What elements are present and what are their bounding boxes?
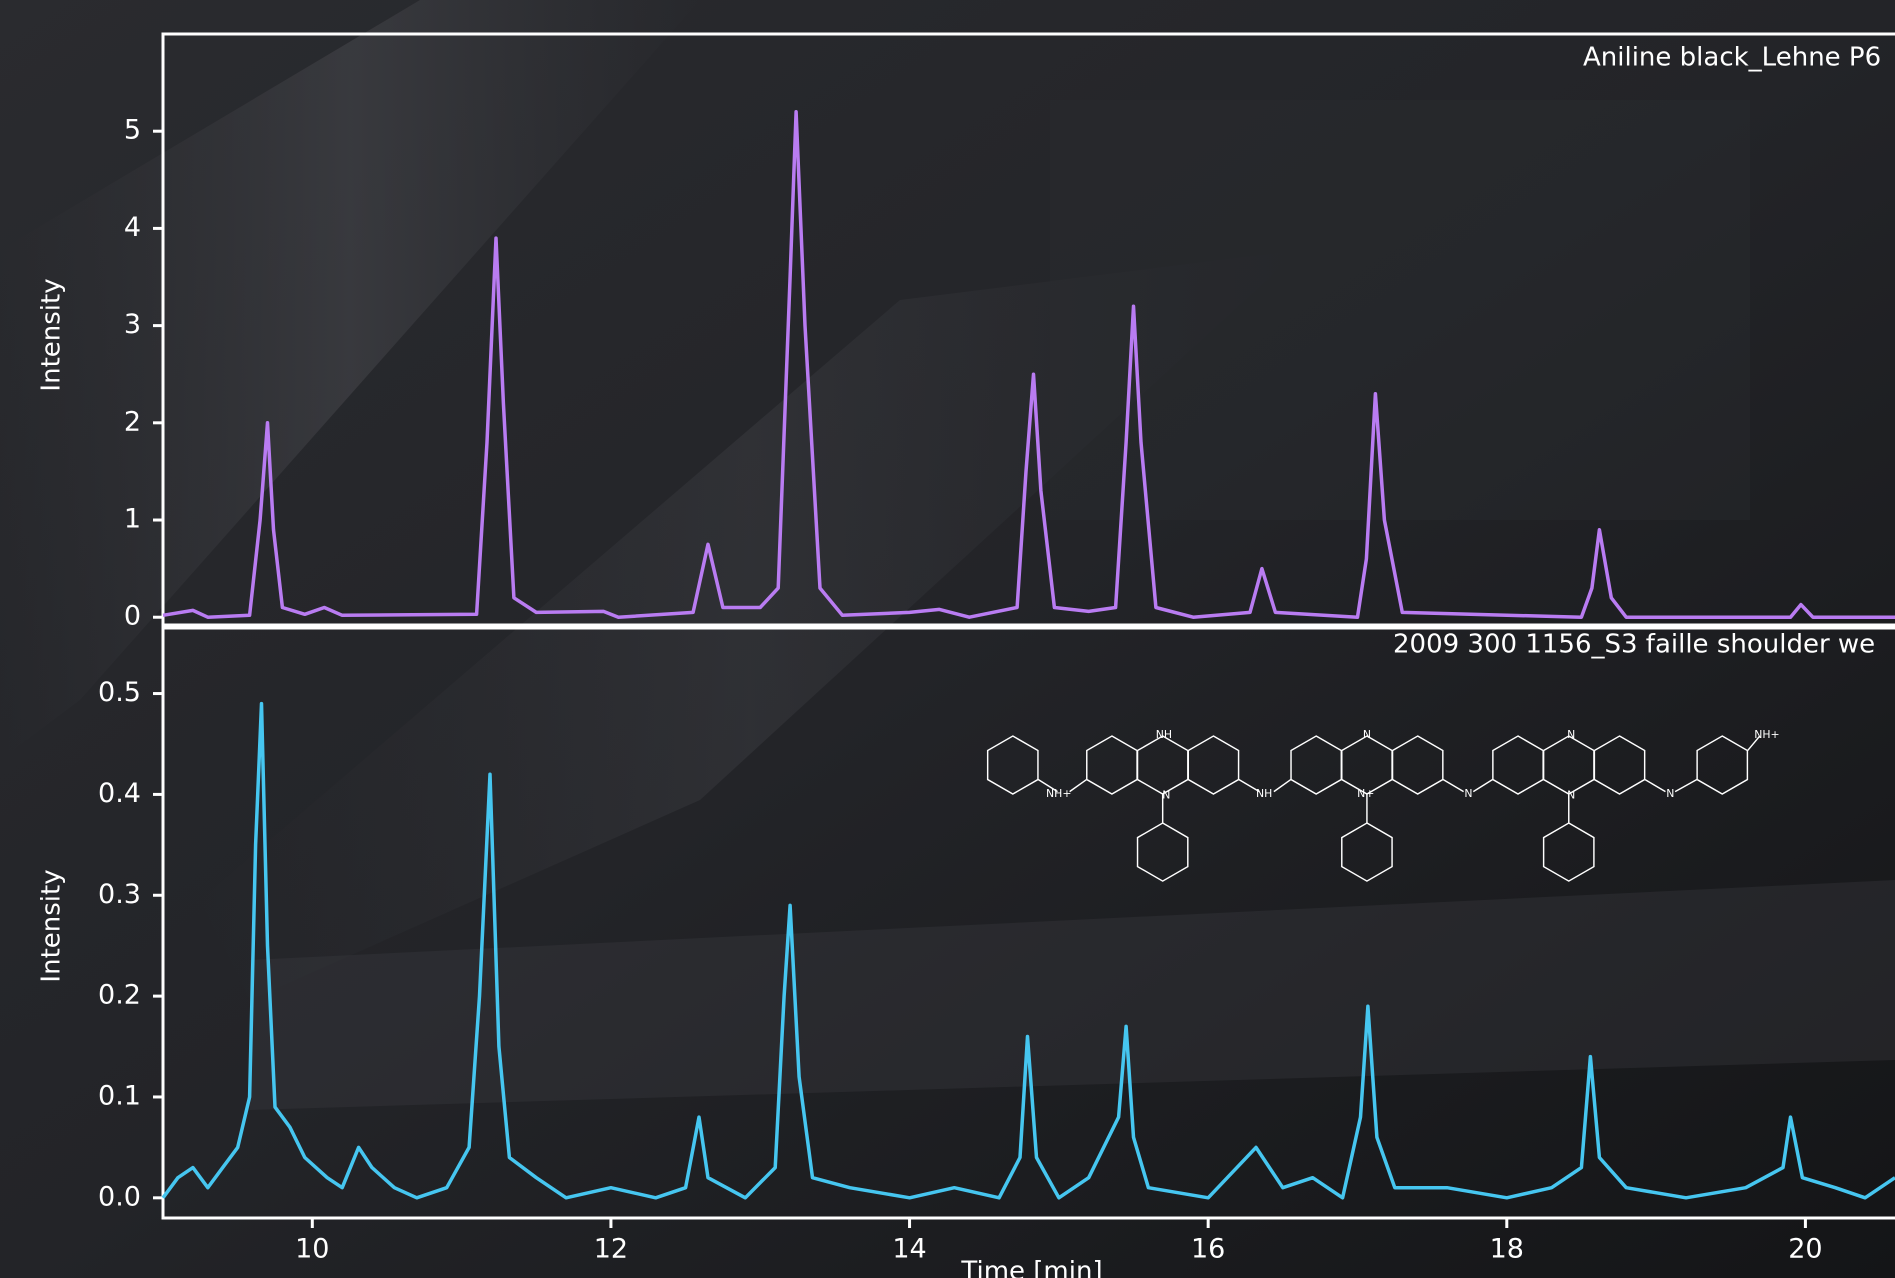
atom-label: NH+ [1754,728,1779,741]
chart: Aniline black_Lehne P6 2009 300 1156_S3 … [0,0,1895,1278]
x-tick-label: 12 [594,1234,628,1265]
atom-label: N [1162,788,1170,801]
y-axis-label: Intensity [37,869,67,982]
y-axis-label: Intensity [37,278,67,391]
x-tick-label: 16 [1191,1234,1225,1265]
y-tick-label: 0.4 [98,778,141,809]
atom-label: N [1363,728,1371,741]
fabric-shade [1050,100,1750,520]
x-tick-label: 20 [1788,1234,1822,1265]
y-tick-label: 5 [124,115,141,146]
atom-label: N [1567,788,1575,801]
x-axis-label: Time [min] [960,1257,1102,1278]
atom-label: N [1464,787,1472,800]
atom-label: N [1567,728,1575,741]
y-tick-label: 0.5 [98,677,141,708]
y-tick-label: 0 [124,601,141,632]
y-tick-label: 0.1 [98,1080,141,1111]
x-tick-label: 18 [1490,1234,1524,1265]
atom-label: NH [1256,787,1272,800]
y-tick-label: 4 [124,212,141,243]
x-tick-label: 10 [295,1234,329,1265]
atom-label: NH+ [1046,787,1071,800]
y-tick-label: 0.0 [98,1181,141,1212]
atom-label: N [1666,787,1674,800]
trace-label: Aniline black_Lehne P6 [1583,43,1881,73]
atom-label: N+ [1357,787,1374,800]
trace-label: 2009 300 1156_S3 faille shoulder we [1393,630,1875,660]
y-tick-label: 2 [124,406,141,437]
y-tick-label: 0.3 [98,879,141,910]
x-tick-label: 14 [892,1234,926,1265]
atom-label: NH [1156,728,1172,741]
y-tick-label: 0.2 [98,980,141,1011]
y-tick-label: 1 [124,504,141,535]
y-tick-label: 3 [124,309,141,340]
